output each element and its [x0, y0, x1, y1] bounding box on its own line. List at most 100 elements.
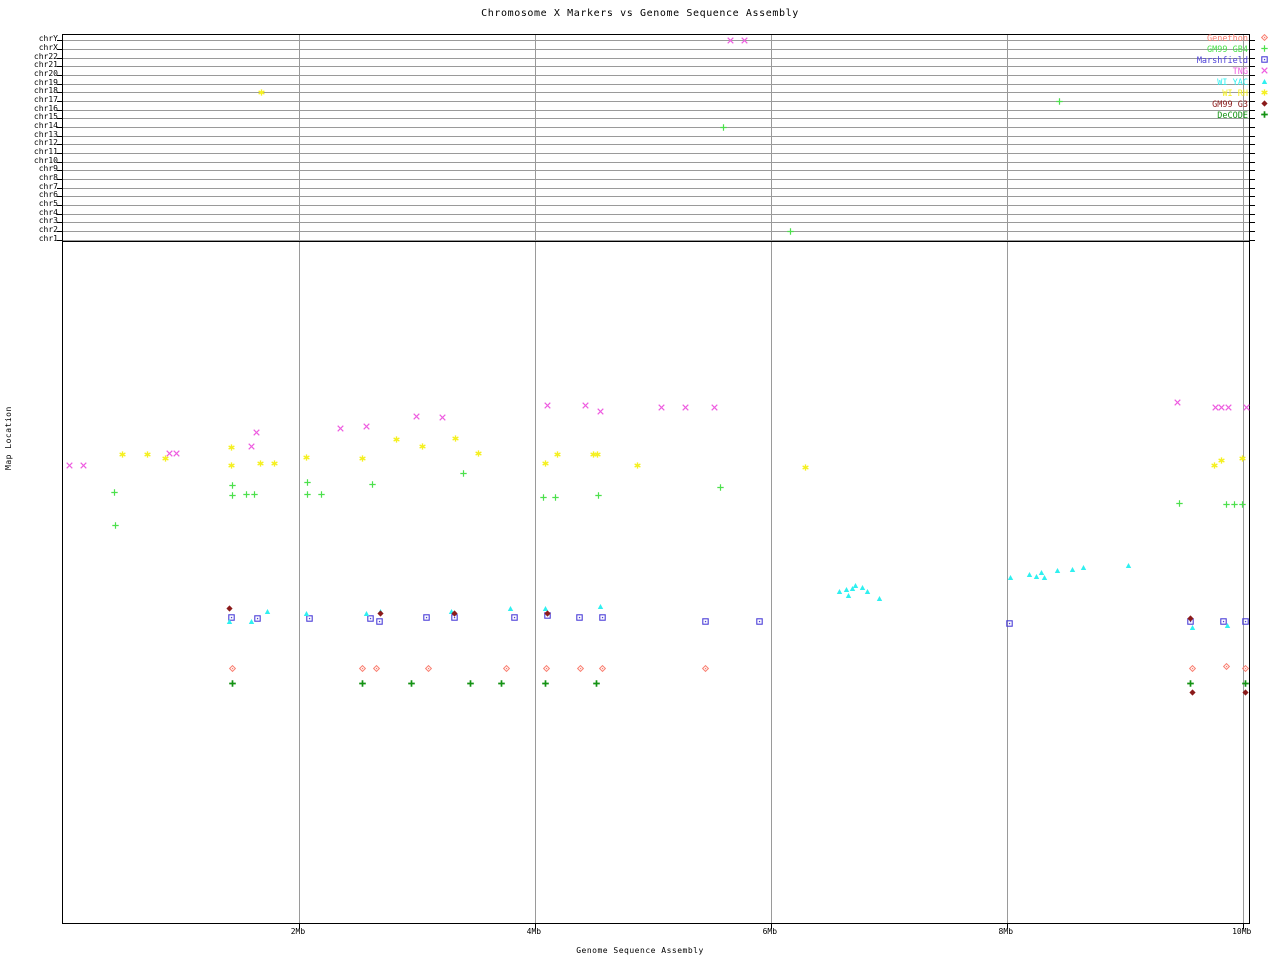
chromosome-gridline — [63, 101, 1249, 102]
data-point-marshfield — [306, 615, 313, 622]
data-point-wi-rh — [119, 451, 126, 458]
data-point-tng — [66, 462, 73, 469]
chromosome-tick — [1249, 205, 1255, 206]
chromosome-tick — [57, 214, 63, 215]
legend-item-marshfield[interactable]: Marshfield — [1128, 56, 1268, 67]
data-point-tng — [80, 462, 87, 469]
data-point-wi-rh — [227, 462, 235, 469]
data-point-tng — [544, 402, 552, 409]
data-point-tng — [166, 450, 173, 457]
chromosome-row-label-chr13: chr13 — [33, 130, 58, 139]
data-point-marshfield — [375, 618, 383, 626]
chromosome-row-label-chr1: chr1 — [38, 234, 58, 243]
data-point-wi-rh — [303, 454, 310, 461]
data-point-gm99-g3 — [1187, 615, 1194, 622]
data-point-tng — [173, 450, 180, 457]
data-point-wi-yac — [1038, 569, 1045, 576]
data-point-wi-rh — [1218, 457, 1225, 464]
chromosome-gridline — [63, 136, 1249, 137]
data-point-genethon — [543, 665, 551, 673]
data-point-wi-yac — [1125, 562, 1132, 569]
data-point-wi-rh — [161, 455, 169, 462]
legend-item-tng[interactable]: TNG — [1128, 67, 1268, 78]
x-axis-tick — [1242, 923, 1244, 929]
data-point-wi-yac — [226, 618, 233, 625]
chromosome-row-label-chr21: chr21 — [33, 60, 58, 69]
chromosome-tick — [1249, 58, 1255, 59]
data-point-tng — [682, 404, 690, 411]
legend-item-gm99-g3[interactable]: GM99 G3 — [1128, 100, 1268, 111]
data-point-wi-rh — [452, 435, 460, 442]
chromosome-gridline — [63, 205, 1249, 206]
chromosome-gridline — [63, 58, 1249, 59]
chromosome-tick — [1249, 214, 1255, 215]
chromosome-tick — [1249, 240, 1255, 241]
data-point-wi-rh — [634, 462, 641, 469]
chromosome-axis-labels: chrY chrX chr22 chr21 chr20 chr19 chr18 chr17 ch… — [0, 34, 58, 243]
data-point-wi-rh — [227, 444, 235, 452]
data-point-gm99-gb4 — [1175, 500, 1183, 507]
data-point-marshfield — [451, 613, 458, 621]
legend-item-genethon[interactable]: Genethon — [1128, 33, 1268, 45]
data-point-wi-rh — [144, 451, 152, 458]
legend-item-wi-rh[interactable]: WI RH — [1128, 89, 1268, 100]
data-point-marshfield — [576, 613, 583, 621]
legend-item-gm99-gb4[interactable]: GM99 GB4 — [1128, 45, 1268, 56]
chromosome-row-label-chr20: chr20 — [33, 69, 58, 78]
chromosome-row-label-chr14: chr14 — [33, 121, 58, 130]
chromosome-gridline — [63, 162, 1249, 163]
chromosome-tick — [1249, 127, 1255, 128]
chromosome-gridline — [63, 144, 1249, 145]
chromosome-tick — [1249, 66, 1255, 67]
chromosome-row-label-chr3: chr3 — [38, 216, 58, 225]
data-point-gm99-gb4 — [716, 484, 724, 491]
data-point-marshfield — [511, 613, 519, 621]
chromosome-tick — [57, 231, 63, 232]
chromosome-gridline — [63, 75, 1249, 76]
data-point-wi-rh — [590, 451, 598, 458]
chromosome-tick — [57, 196, 63, 197]
chromosome-tick — [57, 40, 63, 41]
chromosome-tick — [1249, 153, 1255, 154]
data-point-tng — [248, 443, 255, 450]
data-point-wi-rh — [594, 451, 601, 458]
data-point-tng — [1243, 403, 1250, 411]
data-point-wi-rh — [256, 460, 264, 467]
data-point-marshfield — [423, 613, 430, 621]
chromosome-tick — [1249, 222, 1255, 223]
data-point-marshfield — [1220, 618, 1228, 626]
data-point-gm99-gb4 — [460, 470, 467, 478]
chromosome-tick — [1249, 49, 1255, 50]
chromosome-row-label-chr19: chr19 — [33, 78, 58, 87]
chromosome-tick — [1249, 144, 1255, 145]
legend-item-decode[interactable]: DeCODE — [1128, 111, 1268, 122]
data-point-genethon — [702, 665, 710, 673]
x-gridline — [1006, 242, 1008, 923]
data-point-decode — [542, 680, 549, 688]
data-point-gm99-gb4 — [1231, 501, 1238, 508]
chromosome-tick — [57, 92, 63, 93]
chromosome-gridline — [63, 40, 1249, 41]
chromosome-tick — [57, 58, 63, 59]
chromosome-tick — [57, 170, 63, 171]
data-point-wi-rh — [419, 443, 427, 450]
data-point-wi-yac — [845, 592, 852, 599]
x-tick-label-2Mb: 2Mb — [290, 927, 306, 936]
chromosome-gridline — [63, 179, 1249, 180]
data-point-wi-yac — [1007, 574, 1014, 581]
chromosome-gridline — [63, 49, 1249, 50]
x-gridline — [534, 242, 536, 923]
x-gridline — [1006, 35, 1008, 241]
legend-item-wi-yac[interactable]: WI YAC — [1128, 78, 1267, 89]
chromosome-gridline — [63, 92, 1249, 93]
legend-label: TNG — [1232, 67, 1248, 77]
data-point-wi-yac — [849, 585, 856, 592]
chromosome-row-label-chrY: chrY — [38, 34, 58, 43]
data-point-gm99-gb4 — [1223, 501, 1230, 508]
chromosome-row-label-chr11: chr11 — [33, 147, 58, 156]
data-point-wi-rh — [271, 460, 278, 467]
tng-marker-icon — [1258, 67, 1270, 78]
chromosome-tick — [1249, 118, 1255, 119]
data-point-decode — [358, 680, 366, 688]
x-axis-tick — [298, 923, 300, 929]
